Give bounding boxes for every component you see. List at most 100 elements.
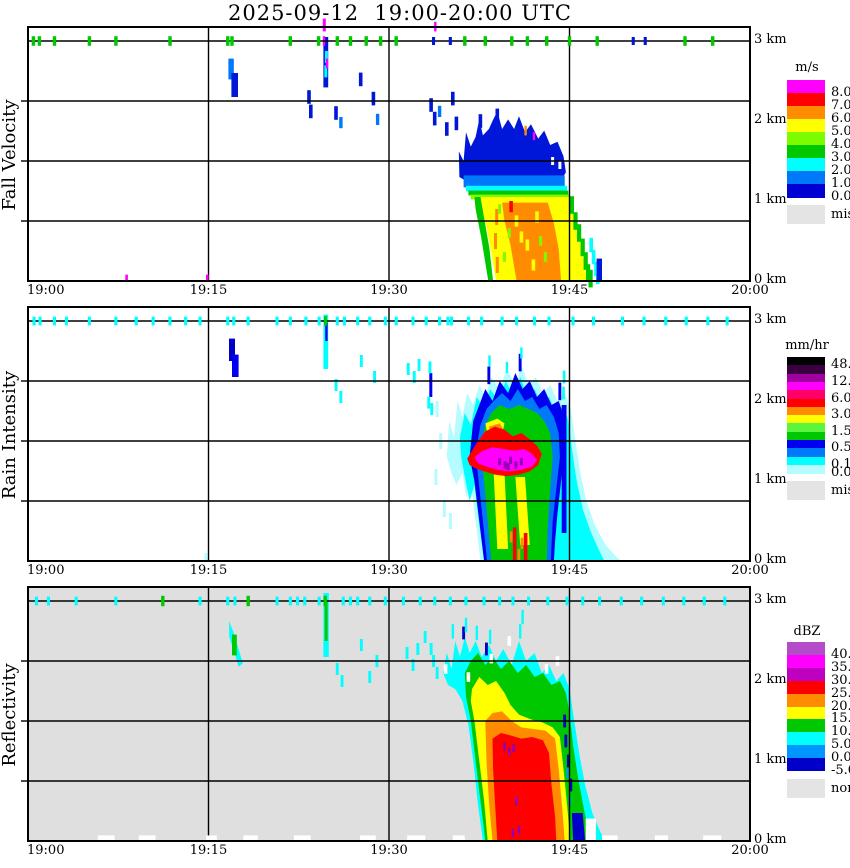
colorbar-missing-block xyxy=(787,779,825,798)
colorbar-unit-dbz: dBZ xyxy=(793,624,821,639)
colorbar-tick-label: 6.0 xyxy=(831,111,850,126)
colorbar-block xyxy=(787,732,825,746)
colorbar-tick-label: 3.0 xyxy=(831,150,850,165)
y-axis-title-rain-intensity: Rain Intensity xyxy=(0,370,20,500)
height-tick-label: 2 km xyxy=(754,392,787,407)
height-tick-label: 1 km xyxy=(754,192,787,207)
time-tick-label: 20:00 xyxy=(731,843,769,858)
time-tick-label: 19:30 xyxy=(370,843,408,858)
colorbar-unit-ms: m/s xyxy=(795,60,819,75)
colorbar-block xyxy=(787,80,825,94)
time-tick-label: 19:00 xyxy=(27,843,65,858)
time-tick-label: 19:45 xyxy=(550,843,589,858)
colorbar-block xyxy=(787,693,825,707)
height-tick-label: 3 km xyxy=(754,312,787,327)
colorbar-block xyxy=(787,93,825,107)
colorbar-tick-label: 0.0 xyxy=(831,750,850,766)
colorbar-tick-label: -5.0 xyxy=(831,763,850,778)
colorbar-tick-label: 2.0 xyxy=(831,163,850,178)
colorbar-block xyxy=(787,415,825,424)
colorbar-block xyxy=(787,706,825,720)
colorbar-block xyxy=(787,406,825,416)
colorbar-block xyxy=(787,381,825,391)
time-tick-label: 20:00 xyxy=(731,563,769,578)
colorbar-tick-label: 4.0 xyxy=(831,137,850,152)
height-tick-label: 1 km xyxy=(754,472,787,487)
colorbar-missing-label: none xyxy=(831,781,850,796)
height-tick-label: 2 km xyxy=(754,672,787,687)
colorbar-block xyxy=(787,106,825,120)
y-axis-title-reflectivity: Reflectivity xyxy=(0,663,20,767)
colorbar-block xyxy=(787,145,825,159)
time-tick-label: 19:00 xyxy=(27,283,65,298)
colorbar-block xyxy=(787,132,825,146)
colorbar-tick-label: 15.0 xyxy=(831,711,850,727)
colorbar-tick-label: 3.0 xyxy=(831,407,850,423)
colorbar-tick-label: 0.0 xyxy=(831,189,850,204)
colorbar-block xyxy=(787,357,825,366)
colorbar-tick-label: 0.1 xyxy=(831,456,850,472)
height-tick-label: 0 km xyxy=(754,272,787,287)
colorbar-tick-label: 0.5 xyxy=(831,440,850,456)
colorbar-tick-label: 0.0 xyxy=(831,465,850,481)
time-tick-label: 19:30 xyxy=(370,283,408,298)
colorbar-block xyxy=(787,642,825,656)
colorbar-block xyxy=(787,398,825,408)
colorbar-tick-label: 5.0 xyxy=(831,124,850,139)
colorbar-tick-label: 30.0 xyxy=(831,672,850,688)
colorbar-missing-block xyxy=(787,205,825,224)
colorbar-block xyxy=(787,680,825,695)
height-tick-label: 3 km xyxy=(754,32,787,47)
time-tick-label: 20:00 xyxy=(731,283,769,298)
colorbar-tick-label: 48.0 xyxy=(831,357,850,373)
time-tick-label: 19:15 xyxy=(189,283,228,298)
figure-title: 2025-09-12 19:00-20:00 UTC xyxy=(227,1,572,25)
colorbar-block xyxy=(787,745,825,759)
colorbar-block xyxy=(787,390,825,399)
colorbar-tick-label: 7.0 xyxy=(831,98,850,113)
time-tick-label: 19:15 xyxy=(189,563,228,578)
colorbar-block xyxy=(787,654,825,669)
colorbar-block xyxy=(787,158,825,172)
colorbar-block xyxy=(787,423,825,433)
colorbar-block xyxy=(787,440,825,449)
time-tick-label: 19:30 xyxy=(370,563,408,578)
colorbar-block xyxy=(787,119,825,133)
height-tick-label: 3 km xyxy=(754,592,787,607)
colorbar-tick-label: 12.0 xyxy=(831,373,850,389)
colorbar-block xyxy=(787,719,825,733)
colorbar-missing-label: miss xyxy=(831,207,850,222)
colorbar-block xyxy=(787,758,825,772)
time-tick-label: 19:00 xyxy=(27,563,65,578)
colorbar-block xyxy=(787,448,825,458)
colorbar-block xyxy=(787,456,825,466)
colorbar-block xyxy=(787,171,825,185)
y-axis-title-fall-velocity: Fall Velocity xyxy=(0,99,20,211)
colorbar-missing-block xyxy=(787,481,825,501)
colorbar-tick-label: 1.5 xyxy=(831,423,850,439)
colorbar-tick-label: 35.0 xyxy=(831,659,850,675)
height-tick-label: 2 km xyxy=(754,112,787,127)
colorbar-block xyxy=(787,184,825,198)
colorbar-missing-label: miss xyxy=(831,483,850,499)
height-tick-label: 0 km xyxy=(754,832,787,847)
height-tick-label: 0 km xyxy=(754,552,787,567)
colorbar-tick-label: 6.0 xyxy=(831,390,850,406)
colorbar-tick-label: 40.0 xyxy=(831,646,850,662)
time-tick-label: 19:15 xyxy=(189,843,228,858)
time-tick-label: 19:45 xyxy=(550,283,589,298)
colorbar-unit-mmhr: mm/hr xyxy=(785,338,829,353)
colorbar-tick-label: 1.0 xyxy=(831,176,850,191)
height-tick-label: 1 km xyxy=(754,752,787,767)
colorbar-block xyxy=(787,373,825,383)
colorbar-tick-label: 10.0 xyxy=(831,724,850,740)
colorbar-tick-label: 5.0 xyxy=(831,737,850,753)
colorbar-tick-label: 8.0 xyxy=(831,85,850,100)
colorbar-block xyxy=(787,431,825,441)
time-tick-label: 19:45 xyxy=(550,563,589,578)
colorbar-block xyxy=(787,464,825,474)
colorbar-tick-label: 20.0 xyxy=(831,698,850,714)
colorbar-tick-label: 25.0 xyxy=(831,685,850,701)
